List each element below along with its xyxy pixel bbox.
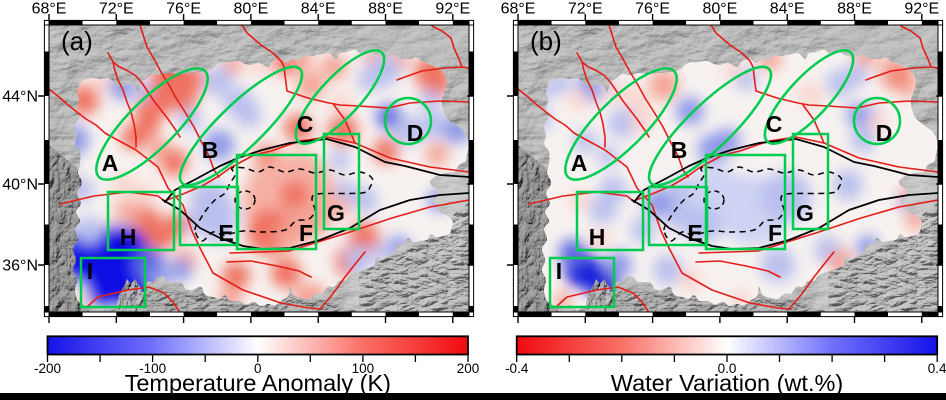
svg-text:68°E: 68°E	[501, 1, 536, 18]
svg-text:88°E: 88°E	[368, 1, 403, 18]
svg-text:0: 0	[254, 361, 262, 376]
svg-text:68°E: 68°E	[32, 1, 67, 18]
svg-text:F: F	[299, 220, 313, 246]
svg-text:-0.4: -0.4	[505, 361, 529, 376]
svg-text:40°N: 40°N	[2, 177, 38, 194]
svg-text:0.0: 0.0	[718, 361, 737, 376]
svg-text:-100: -100	[139, 361, 166, 376]
svg-text:G: G	[796, 200, 814, 226]
svg-text:C: C	[766, 111, 783, 137]
svg-text:B: B	[671, 137, 688, 163]
svg-text:80°E: 80°E	[702, 1, 737, 18]
svg-text:72°E: 72°E	[568, 1, 603, 18]
svg-text:92°E: 92°E	[904, 1, 939, 18]
svg-text:F: F	[768, 220, 782, 246]
svg-text:92°E: 92°E	[435, 1, 470, 18]
svg-text:72°E: 72°E	[99, 1, 134, 18]
svg-text:H: H	[589, 224, 606, 250]
svg-text:0.4: 0.4	[928, 361, 946, 376]
svg-text:80°E: 80°E	[233, 1, 268, 18]
svg-text:200: 200	[457, 361, 480, 376]
svg-text:B: B	[202, 137, 219, 163]
svg-text:D: D	[407, 120, 424, 146]
svg-text:88°E: 88°E	[837, 1, 872, 18]
svg-text:-200: -200	[34, 361, 61, 376]
svg-text:C: C	[297, 111, 314, 137]
svg-text:D: D	[876, 120, 893, 146]
svg-text:100: 100	[352, 361, 375, 376]
svg-text:A: A	[571, 150, 588, 176]
svg-text:H: H	[120, 224, 137, 250]
svg-text:(a): (a)	[61, 26, 93, 56]
svg-text:84°E: 84°E	[301, 1, 336, 18]
svg-text:Temperature Anomaly (K): Temperature Anomaly (K)	[125, 370, 391, 396]
svg-text:Water Variation (wt.%): Water Variation (wt.%)	[611, 370, 843, 396]
svg-text:G: G	[327, 200, 345, 226]
svg-text:44°N: 44°N	[2, 89, 38, 106]
svg-text:A: A	[102, 150, 119, 176]
svg-text:84°E: 84°E	[770, 1, 805, 18]
svg-text:E: E	[218, 220, 233, 246]
svg-text:I: I	[87, 258, 93, 284]
svg-text:(b): (b)	[530, 26, 562, 56]
svg-text:36°N: 36°N	[2, 258, 38, 275]
svg-text:76°E: 76°E	[166, 1, 201, 18]
svg-text:E: E	[687, 220, 702, 246]
svg-text:I: I	[556, 258, 562, 284]
svg-text:76°E: 76°E	[635, 1, 670, 18]
